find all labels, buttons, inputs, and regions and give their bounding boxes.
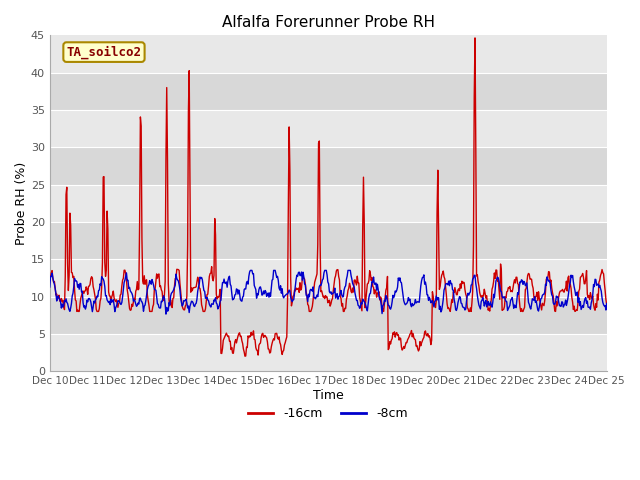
Bar	[50, 222, 607, 259]
Bar	[50, 72, 607, 110]
Bar	[50, 185, 607, 222]
Bar	[50, 147, 607, 185]
Bar	[50, 259, 607, 297]
Y-axis label: Probe RH (%): Probe RH (%)	[15, 162, 28, 245]
X-axis label: Time: Time	[313, 389, 344, 402]
Title: Alfalfa Forerunner Probe RH: Alfalfa Forerunner Probe RH	[221, 15, 435, 30]
Legend: -16cm, -8cm: -16cm, -8cm	[243, 402, 413, 425]
Text: TA_soilco2: TA_soilco2	[67, 46, 141, 59]
Bar	[50, 36, 607, 72]
Bar	[50, 297, 607, 334]
Bar	[50, 334, 607, 371]
Bar	[50, 110, 607, 147]
